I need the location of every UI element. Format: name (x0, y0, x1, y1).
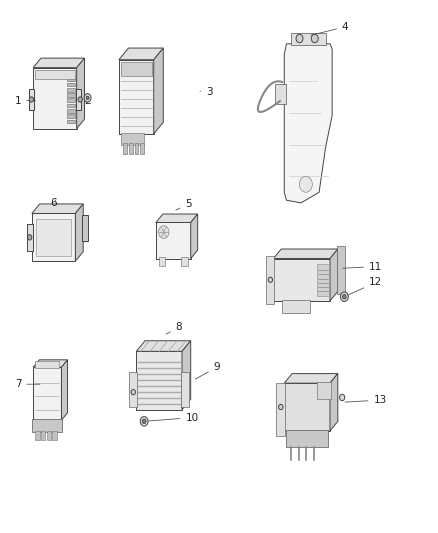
Polygon shape (273, 249, 338, 259)
Polygon shape (32, 204, 83, 214)
Bar (121, 62, 152, 76)
Polygon shape (77, 58, 85, 128)
Circle shape (131, 390, 135, 395)
Text: 8: 8 (166, 322, 182, 334)
Bar (159, 257, 166, 266)
Bar (32, 419, 62, 432)
Circle shape (279, 405, 283, 410)
Circle shape (299, 176, 312, 192)
Polygon shape (284, 374, 338, 383)
Text: 3: 3 (200, 86, 213, 96)
Circle shape (311, 34, 318, 43)
Text: 11: 11 (343, 262, 382, 271)
Bar (32, 214, 75, 261)
Bar (317, 264, 329, 296)
Bar (181, 372, 189, 407)
Bar (67, 114, 75, 118)
Polygon shape (156, 214, 198, 222)
Bar (273, 259, 330, 301)
Bar (35, 431, 40, 440)
Bar (121, 133, 144, 144)
Circle shape (343, 295, 346, 299)
Bar (134, 143, 138, 154)
Circle shape (296, 34, 303, 43)
Polygon shape (33, 360, 67, 367)
Bar (266, 256, 274, 304)
Bar (35, 361, 59, 368)
Text: 12: 12 (347, 277, 382, 296)
Bar (284, 383, 330, 431)
Bar (52, 431, 57, 440)
Bar (35, 70, 74, 79)
Bar (82, 215, 88, 241)
Circle shape (142, 419, 146, 423)
Polygon shape (75, 204, 83, 261)
Polygon shape (119, 48, 163, 60)
Bar (181, 257, 188, 266)
Bar (76, 89, 81, 110)
Circle shape (86, 96, 89, 100)
Bar (67, 77, 75, 81)
Bar (337, 246, 345, 294)
Polygon shape (330, 374, 338, 431)
Bar (67, 83, 75, 86)
Polygon shape (154, 48, 163, 134)
Circle shape (78, 97, 82, 102)
Bar (123, 143, 127, 154)
Circle shape (84, 94, 91, 102)
Bar (33, 367, 61, 420)
Bar (276, 383, 285, 436)
Polygon shape (191, 214, 198, 259)
Circle shape (339, 394, 345, 401)
Bar (41, 431, 46, 440)
Circle shape (159, 225, 169, 238)
Polygon shape (61, 360, 67, 420)
Bar (67, 109, 75, 113)
Text: 2: 2 (84, 95, 91, 106)
Text: 4: 4 (311, 22, 349, 35)
Bar (67, 104, 75, 108)
Bar (140, 143, 144, 154)
Bar (47, 431, 51, 440)
Bar (129, 143, 133, 154)
Bar (36, 219, 71, 256)
Bar (67, 119, 75, 123)
Polygon shape (33, 58, 85, 68)
Circle shape (29, 97, 34, 102)
Bar (286, 430, 328, 447)
Text: 5: 5 (176, 199, 192, 210)
Polygon shape (182, 341, 191, 410)
Bar (67, 99, 75, 102)
Circle shape (28, 235, 32, 240)
Text: 10: 10 (147, 413, 198, 423)
Bar (119, 60, 154, 134)
Bar (129, 372, 137, 407)
Circle shape (140, 417, 148, 426)
Bar (67, 93, 75, 97)
Text: 6: 6 (50, 198, 57, 208)
Polygon shape (284, 44, 332, 203)
Bar (33, 68, 77, 128)
Bar (29, 89, 34, 110)
Bar (291, 33, 325, 45)
Bar (136, 351, 182, 410)
Polygon shape (136, 341, 191, 351)
Circle shape (340, 292, 348, 302)
Bar (156, 222, 191, 259)
Bar (282, 300, 311, 313)
Text: 13: 13 (345, 395, 387, 405)
Bar (275, 84, 286, 104)
Polygon shape (330, 249, 338, 301)
Text: 9: 9 (195, 362, 220, 379)
Circle shape (268, 277, 272, 282)
Text: 1: 1 (14, 95, 35, 106)
Text: 7: 7 (14, 379, 40, 389)
Bar (67, 88, 75, 92)
Bar (27, 224, 33, 251)
Bar (317, 382, 331, 399)
